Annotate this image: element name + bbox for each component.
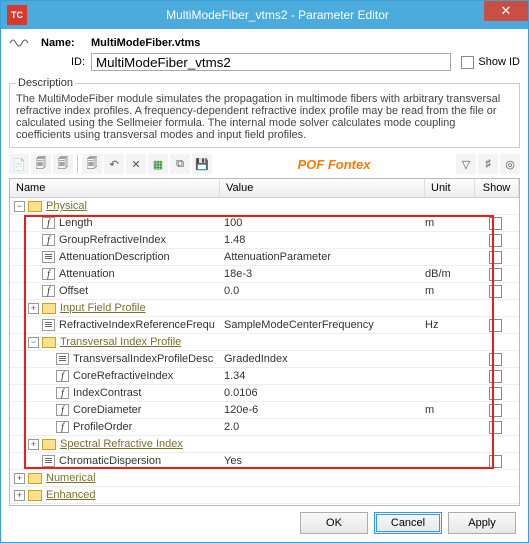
window-title: MultiModeFiber_vtms2 - Parameter Editor	[27, 8, 528, 22]
show-id-label: Show ID	[478, 56, 520, 68]
ok-button[interactable]: OK	[300, 512, 368, 534]
content-area: Name: MultiModeFiber.vtms ID: Show ID De…	[1, 29, 528, 542]
toolbar-filter-icon[interactable]: ▽	[456, 154, 476, 174]
close-button[interactable]: ✕	[484, 1, 528, 21]
toolbar-btn-2[interactable]: 🗐	[31, 154, 51, 174]
show-checkbox[interactable]	[489, 421, 502, 434]
overlay-label: POF Fontex	[214, 157, 454, 172]
toolbar: 📄 🗐 🗐 🗐 ↶ ✕ ▦ ⧉ 💾 POF Fontex ▽ ♯ ◎	[9, 152, 520, 178]
module-icon	[9, 35, 35, 51]
show-checkbox[interactable]	[489, 234, 502, 247]
row-ti-desc[interactable]: TransversalIndexProfileDesc GradedIndex	[10, 351, 519, 368]
description-legend: Description	[16, 77, 75, 89]
expand-icon[interactable]: +	[14, 473, 25, 484]
show-checkbox[interactable]	[489, 268, 502, 281]
toolbar-grid-icon[interactable]: ♯	[478, 154, 498, 174]
param-icon: f	[42, 234, 55, 246]
param-icon: f	[42, 217, 55, 229]
col-name[interactable]: Name	[10, 179, 220, 197]
toolbar-btn-7[interactable]: ▦	[148, 154, 168, 174]
enum-icon	[42, 455, 55, 467]
name-value: MultiModeFiber.vtms	[91, 37, 200, 49]
row-chromatic-dispersion[interactable]: ChromaticDispersion Yes	[10, 453, 519, 470]
enum-icon	[56, 353, 69, 365]
row-length[interactable]: fLength 100m	[10, 215, 519, 232]
row-core-diameter[interactable]: fCoreDiameter 120e-6m	[10, 402, 519, 419]
folder-icon	[42, 303, 56, 314]
show-checkbox[interactable]	[489, 455, 502, 468]
enum-icon	[42, 251, 55, 263]
group-input-field[interactable]: +Input Field Profile	[10, 300, 519, 317]
toolbar-btn-8[interactable]: ⧉	[170, 154, 190, 174]
toolbar-save-icon[interactable]: 💾	[192, 154, 212, 174]
show-id-checkbox[interactable]	[461, 56, 474, 69]
window: TC MultiModeFiber_vtms2 - Parameter Edit…	[0, 0, 529, 543]
row-attenuation-description[interactable]: AttenuationDescription AttenuationParame…	[10, 249, 519, 266]
parameter-grid: Name Value Unit Show −Physical fLength 1…	[9, 178, 520, 506]
param-icon: f	[56, 387, 69, 399]
param-icon: f	[42, 285, 55, 297]
app-icon: TC	[7, 5, 27, 25]
param-icon: f	[56, 370, 69, 382]
collapse-icon[interactable]: −	[28, 337, 39, 348]
expand-icon[interactable]: +	[28, 439, 39, 450]
show-checkbox[interactable]	[489, 217, 502, 230]
expand-icon[interactable]: +	[28, 303, 39, 314]
id-label: ID:	[41, 56, 91, 68]
show-checkbox[interactable]	[489, 370, 502, 383]
toolbar-btn-3[interactable]: 🗐	[53, 154, 73, 174]
row-ref-index-ref-freq[interactable]: RefractiveIndexReferenceFrequ SampleMode…	[10, 317, 519, 334]
param-icon: f	[56, 421, 69, 433]
folder-icon	[28, 201, 42, 212]
cancel-button[interactable]: Cancel	[374, 512, 442, 534]
group-numerical[interactable]: +Numerical	[10, 470, 519, 487]
show-checkbox[interactable]	[489, 353, 502, 366]
toolbar-btn-6[interactable]: ✕	[126, 154, 146, 174]
toolbar-btn-4[interactable]: 🗐	[82, 154, 102, 174]
enum-icon	[42, 319, 55, 331]
show-checkbox[interactable]	[489, 251, 502, 264]
folder-icon	[28, 490, 42, 501]
toolbar-btn-1[interactable]: 📄	[9, 154, 29, 174]
apply-button[interactable]: Apply	[448, 512, 516, 534]
row-group-refractive-index[interactable]: fGroupRefractiveIndex 1.48	[10, 232, 519, 249]
row-attenuation[interactable]: fAttenuation 18e-3dB/m	[10, 266, 519, 283]
group-transversal[interactable]: −Transversal Index Profile	[10, 334, 519, 351]
toolbar-sep	[77, 155, 78, 173]
folder-icon	[42, 439, 56, 450]
col-value[interactable]: Value	[220, 179, 425, 197]
param-icon: f	[56, 404, 69, 416]
show-checkbox[interactable]	[489, 285, 502, 298]
param-icon: f	[42, 268, 55, 280]
description-box: Description The MultiModeFiber module si…	[9, 77, 520, 148]
col-show[interactable]: Show	[475, 179, 519, 197]
toolbar-target-icon[interactable]: ◎	[500, 154, 520, 174]
id-input[interactable]	[91, 53, 451, 71]
group-enhanced[interactable]: +Enhanced	[10, 487, 519, 504]
col-unit[interactable]: Unit	[425, 179, 475, 197]
row-index-contrast[interactable]: fIndexContrast 0.0106	[10, 385, 519, 402]
toolbar-btn-5[interactable]: ↶	[104, 154, 124, 174]
group-spectral[interactable]: +Spectral Refractive Index	[10, 436, 519, 453]
titlebar: TC MultiModeFiber_vtms2 - Parameter Edit…	[1, 1, 528, 29]
collapse-icon[interactable]: −	[14, 201, 25, 212]
grid-body: −Physical fLength 100m fGroupRefractiveI…	[10, 198, 519, 505]
description-text: The MultiModeFiber module simulates the …	[16, 93, 513, 141]
show-checkbox[interactable]	[489, 404, 502, 417]
folder-icon	[28, 473, 42, 484]
button-row: OK Cancel Apply	[9, 506, 520, 538]
expand-icon[interactable]: +	[14, 490, 25, 501]
grid-header: Name Value Unit Show	[10, 179, 519, 198]
show-checkbox[interactable]	[489, 387, 502, 400]
row-offset[interactable]: fOffset 0.0m	[10, 283, 519, 300]
name-label: Name:	[41, 37, 91, 49]
row-profile-order[interactable]: fProfileOrder 2.0	[10, 419, 519, 436]
folder-icon	[42, 337, 56, 348]
row-core-refractive-index[interactable]: fCoreRefractiveIndex 1.34	[10, 368, 519, 385]
show-checkbox[interactable]	[489, 319, 502, 332]
group-physical[interactable]: −Physical	[10, 198, 519, 215]
